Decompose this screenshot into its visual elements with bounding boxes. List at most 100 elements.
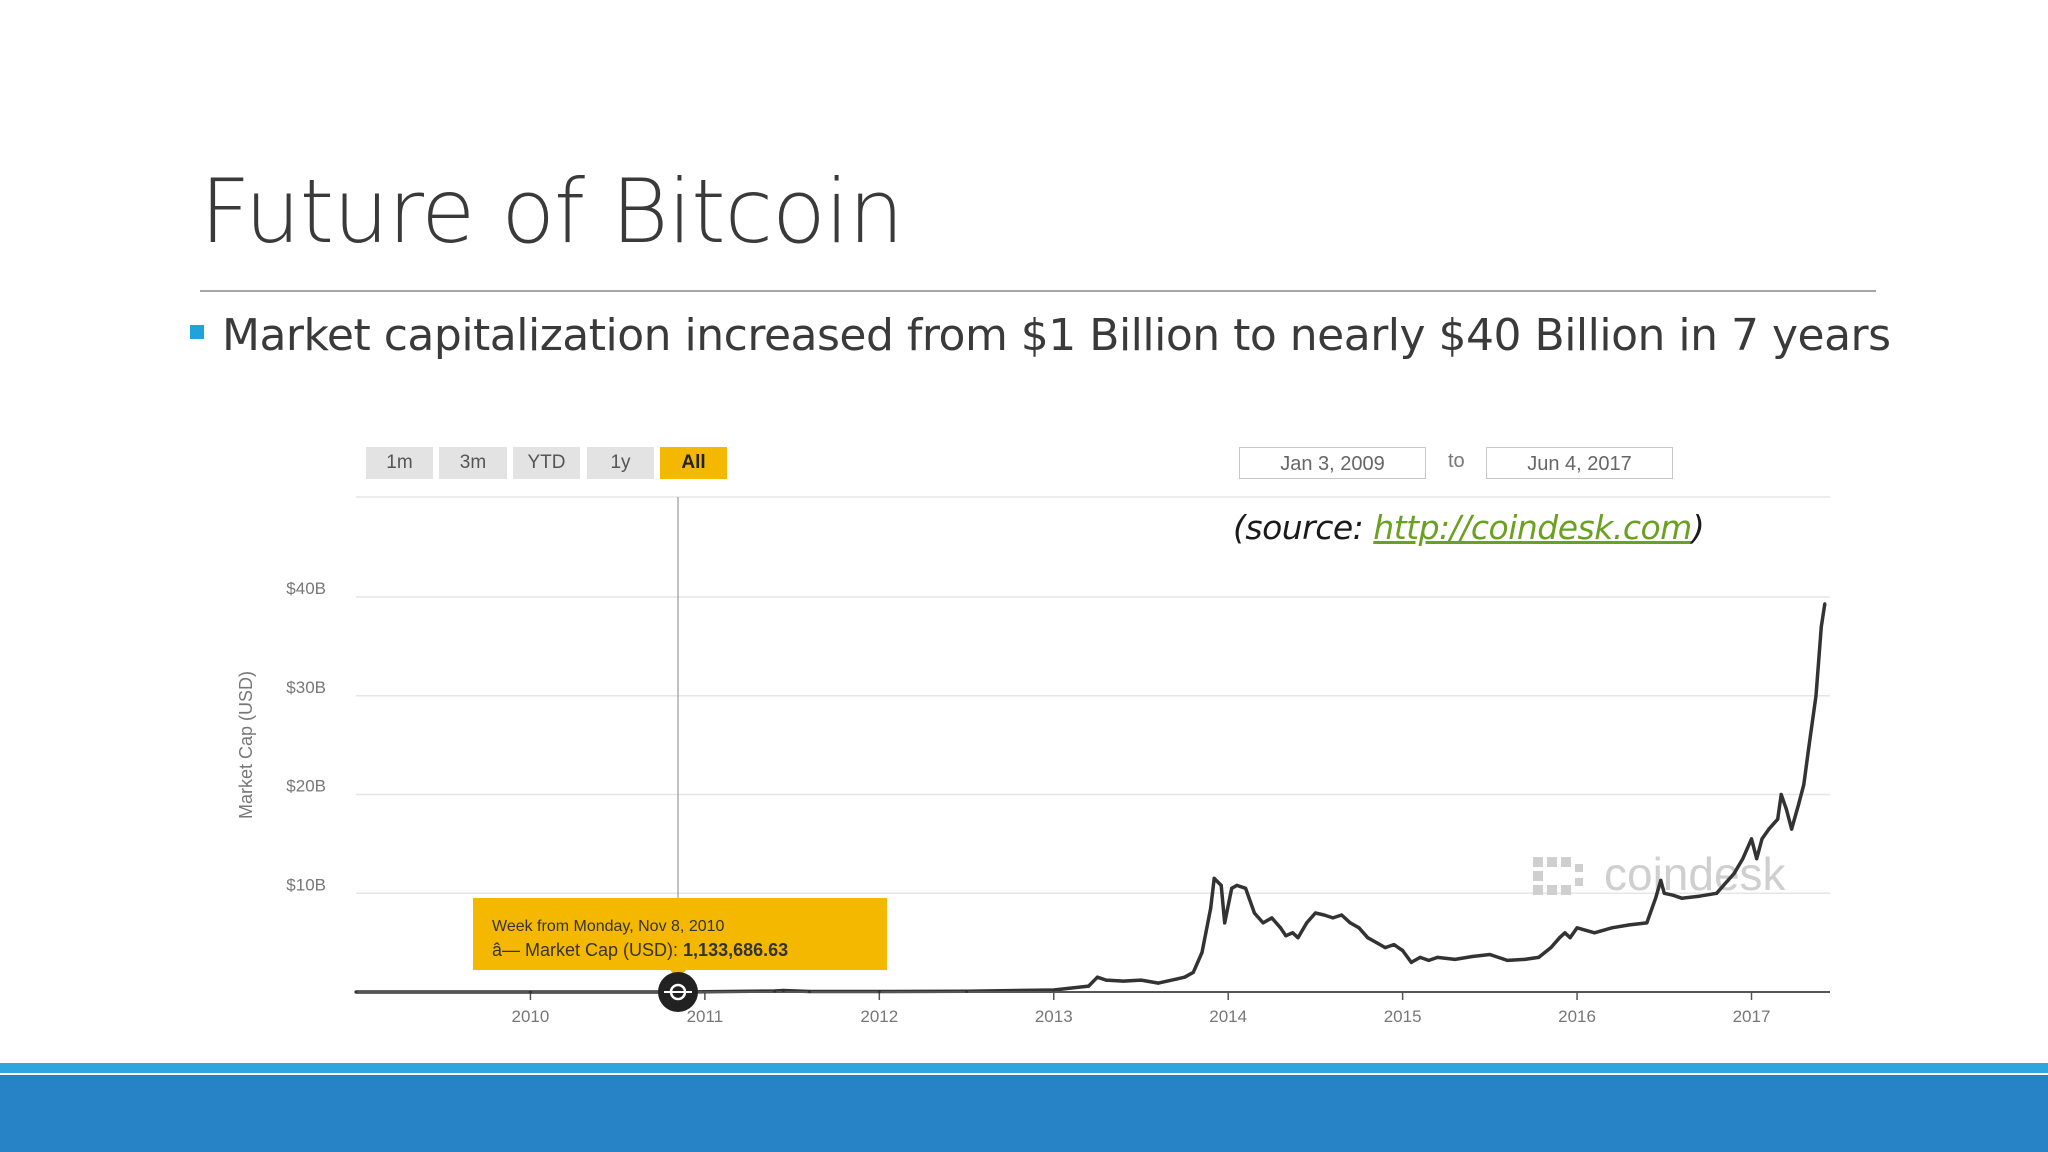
range-button-ytd[interactable]: YTD — [513, 447, 580, 479]
data-point — [1723, 881, 1727, 886]
data-point — [1610, 926, 1614, 930]
data-point — [1322, 913, 1326, 917]
data-point — [1797, 802, 1801, 807]
range-button-3m[interactable]: 3m — [439, 447, 507, 479]
x-tick-label: 2010 — [512, 1007, 550, 1026]
data-point — [1767, 827, 1771, 831]
slide-title: Future of Bitcoin — [200, 160, 904, 263]
data-point — [1537, 955, 1541, 960]
tooltip-box — [473, 898, 887, 970]
bullet-square-icon — [190, 325, 204, 339]
data-point — [1200, 950, 1204, 955]
data-point — [1340, 913, 1344, 917]
data-point — [1209, 906, 1213, 910]
x-tick-label: 2016 — [1558, 1007, 1596, 1026]
x-tick-label: 2011 — [687, 1007, 724, 1026]
title-divider — [200, 290, 1876, 292]
date-range-to-label: to — [1448, 450, 1465, 472]
range-button-all[interactable]: All — [660, 447, 727, 479]
tooltip-title: Week from Monday, Nov 8, 2010 — [492, 918, 725, 935]
data-point — [1409, 960, 1413, 965]
y-tick-labels: $10B $20B $30B $40B — [286, 579, 326, 894]
data-point — [1278, 926, 1283, 930]
data-point — [1488, 952, 1492, 957]
data-point — [964, 989, 969, 993]
data-point — [1453, 957, 1457, 962]
data-point — [1671, 893, 1675, 897]
data-point — [1212, 876, 1216, 881]
data-point — [1741, 857, 1745, 861]
data-point — [1357, 926, 1361, 930]
y-tick-label: $10B — [286, 875, 326, 894]
data-point — [1435, 955, 1440, 960]
range-button-1m[interactable]: 1m — [366, 447, 433, 479]
y-axis-label: Market Cap (USD) — [236, 671, 256, 819]
source-prefix: (source: — [1233, 508, 1374, 547]
data-point — [773, 989, 777, 993]
data-point — [1392, 943, 1396, 947]
data-point — [354, 990, 358, 994]
data-point — [1427, 958, 1431, 963]
date-from-input[interactable]: Jan 3, 2009 — [1239, 447, 1426, 479]
data-point — [1592, 931, 1597, 935]
data-point — [1284, 934, 1288, 938]
data-point — [1052, 988, 1056, 992]
data-point — [1401, 948, 1405, 953]
crosshair-marker[interactable] — [658, 972, 698, 1012]
x-tick-label: 2013 — [1035, 1007, 1073, 1026]
data-point — [1776, 817, 1780, 821]
data-point — [1563, 931, 1567, 935]
data-point — [1366, 936, 1370, 940]
data-point — [1760, 837, 1764, 841]
data-point — [1156, 981, 1160, 985]
data-point — [1523, 957, 1527, 962]
range-button-1y[interactable]: 1y — [587, 447, 654, 479]
data-point — [1348, 921, 1352, 925]
data-point — [1174, 977, 1178, 981]
data-point — [1095, 975, 1099, 979]
data-point — [807, 989, 812, 994]
y-tick-label: $40B — [286, 579, 326, 598]
x-tick-label: 2014 — [1209, 1007, 1247, 1026]
footer-bar — [0, 1075, 2048, 1152]
data-point — [1139, 978, 1143, 982]
data-point — [1418, 955, 1422, 960]
market-cap-series-line — [356, 603, 1827, 994]
data-point — [1296, 936, 1300, 940]
data-point — [1191, 970, 1195, 974]
data-point — [528, 990, 533, 994]
data-point — [1715, 891, 1719, 895]
footer-accent-stripe — [0, 1063, 2048, 1073]
source-link[interactable]: http://coindesk.com — [1373, 508, 1692, 547]
data-point — [1223, 921, 1227, 925]
data-point — [1470, 954, 1474, 959]
data-point — [1244, 886, 1248, 890]
data-point — [1261, 921, 1265, 925]
data-point — [1331, 916, 1335, 920]
data-point — [1568, 936, 1572, 940]
data-point — [1383, 946, 1387, 950]
date-to-input[interactable]: Jun 4, 2017 — [1486, 447, 1673, 479]
series-points — [354, 602, 1827, 994]
data-point — [1807, 743, 1811, 747]
coindesk-logo: coindesk — [1533, 848, 1787, 900]
data-point — [781, 988, 786, 993]
coindesk-logo-icon — [1533, 857, 1583, 895]
tooltip-value: 1,133,686.63 — [683, 940, 788, 960]
x-tick-label: 2017 — [1733, 1007, 1771, 1026]
x-tick-labels: 2010 2011 2012 2013 2014 2015 2016 2017 — [512, 992, 1771, 1026]
data-point — [1802, 783, 1806, 787]
data-point — [1558, 936, 1562, 940]
data-point — [1087, 984, 1091, 988]
data-point — [1505, 958, 1509, 963]
data-point — [1749, 837, 1754, 841]
data-point — [1305, 921, 1309, 925]
data-point — [1755, 857, 1759, 861]
data-point — [1575, 926, 1579, 930]
data-point — [1697, 894, 1701, 898]
tooltip-value-label: â— Market Cap (USD): — [492, 940, 683, 960]
source-suffix: ) — [1691, 508, 1705, 547]
y-tick-label: $20B — [286, 777, 326, 796]
data-point — [1104, 978, 1108, 982]
data-point — [877, 989, 881, 994]
